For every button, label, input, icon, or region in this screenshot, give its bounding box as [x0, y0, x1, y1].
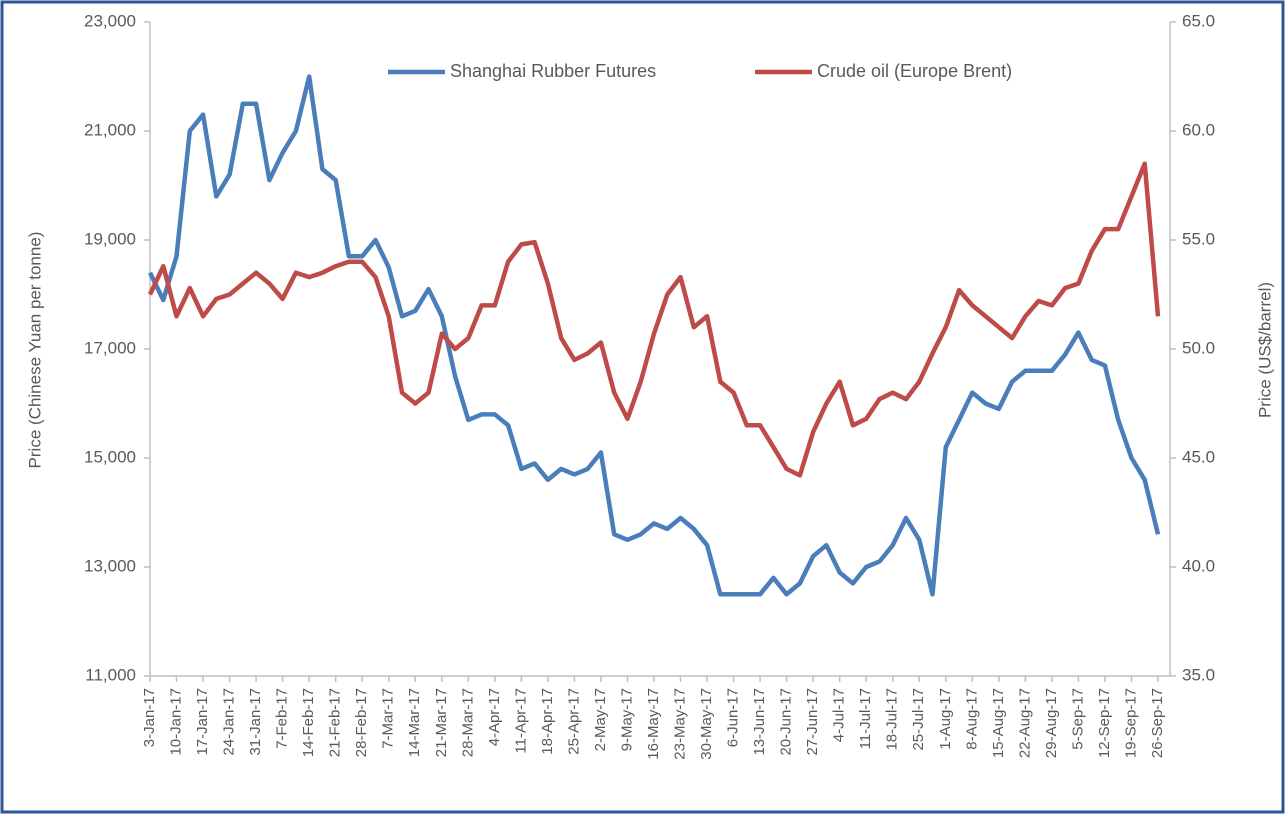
x-tick-label: 25-Jul-17 [910, 688, 927, 751]
x-tick-label: 18-Jul-17 [884, 688, 901, 751]
y2-tick-label: 35.0 [1182, 665, 1215, 684]
x-tick-label: 12-Sep-17 [1096, 688, 1113, 758]
x-tick-label: 29-Aug-17 [1043, 688, 1060, 758]
y-tick-label: 23,000 [84, 11, 136, 30]
y2-axis-label: Price (US$/barrel) [1255, 282, 1274, 418]
x-tick-label: 7-Mar-17 [380, 688, 397, 749]
x-tick-label: 14-Mar-17 [406, 688, 423, 757]
x-tick-label: 28-Mar-17 [459, 688, 476, 757]
x-tick-label: 6-Jun-17 [725, 688, 742, 747]
x-tick-label: 23-May-17 [671, 688, 688, 760]
x-tick-label: 1-Aug-17 [937, 688, 954, 750]
y2-tick-label: 55.0 [1182, 229, 1215, 248]
x-tick-label: 30-May-17 [698, 688, 715, 760]
x-tick-label: 20-Jun-17 [778, 688, 795, 756]
y2-tick-label: 45.0 [1182, 447, 1215, 466]
x-tick-label: 9-May-17 [618, 688, 635, 751]
x-tick-label: 2-May-17 [592, 688, 609, 751]
y-tick-label: 19,000 [84, 229, 136, 248]
x-tick-label: 19-Sep-17 [1122, 688, 1139, 758]
x-tick-label: 4-Jul-17 [831, 688, 848, 742]
x-tick-label: 8-Aug-17 [963, 688, 980, 750]
x-tick-label: 10-Jan-17 [167, 688, 184, 756]
x-tick-label: 18-Apr-17 [539, 688, 556, 755]
x-tick-label: 4-Apr-17 [486, 688, 503, 746]
x-tick-label: 28-Feb-17 [353, 688, 370, 757]
x-tick-label: 7-Feb-17 [274, 688, 291, 749]
x-tick-label: 31-Jan-17 [247, 688, 264, 756]
y2-tick-label: 65.0 [1182, 11, 1215, 30]
x-tick-label: 17-Jan-17 [194, 688, 211, 756]
x-tick-label: 27-Jun-17 [804, 688, 821, 756]
x-tick-label: 15-Aug-17 [990, 688, 1007, 758]
series-line [147, 74, 1161, 597]
y-tick-label: 21,000 [84, 120, 136, 139]
y2-tick-label: 60.0 [1182, 120, 1215, 139]
series-line [147, 161, 1161, 478]
x-tick-label: 24-Jan-17 [221, 688, 238, 756]
y-tick-label: 13,000 [84, 556, 136, 575]
x-tick-label: 22-Aug-17 [1016, 688, 1033, 758]
y2-tick-label: 40.0 [1182, 556, 1215, 575]
y-axis-label: Price (Chinese Yuan per tonne) [25, 232, 44, 469]
x-tick-label: 14-Feb-17 [300, 688, 317, 757]
x-tick-label: 3-Jan-17 [141, 688, 158, 747]
x-tick-label: 16-May-17 [645, 688, 662, 760]
y-tick-label: 15,000 [84, 447, 136, 466]
x-tick-label: 21-Feb-17 [327, 688, 344, 757]
x-tick-label: 11-Apr-17 [512, 688, 529, 754]
legend-label: Crude oil (Europe Brent) [817, 61, 1012, 81]
x-tick-label: 21-Mar-17 [433, 688, 450, 757]
x-tick-label: 13-Jun-17 [751, 688, 768, 756]
x-tick-label: 5-Sep-17 [1069, 688, 1086, 750]
y2-tick-label: 50.0 [1182, 338, 1215, 357]
x-tick-label: 25-Apr-17 [565, 688, 582, 755]
x-tick-label: 11-Jul-17 [857, 688, 874, 749]
y-tick-label: 17,000 [84, 338, 136, 357]
x-tick-label: 26-Sep-17 [1149, 688, 1166, 758]
legend-label: Shanghai Rubber Futures [450, 61, 656, 81]
y-tick-label: 11,000 [85, 665, 136, 684]
